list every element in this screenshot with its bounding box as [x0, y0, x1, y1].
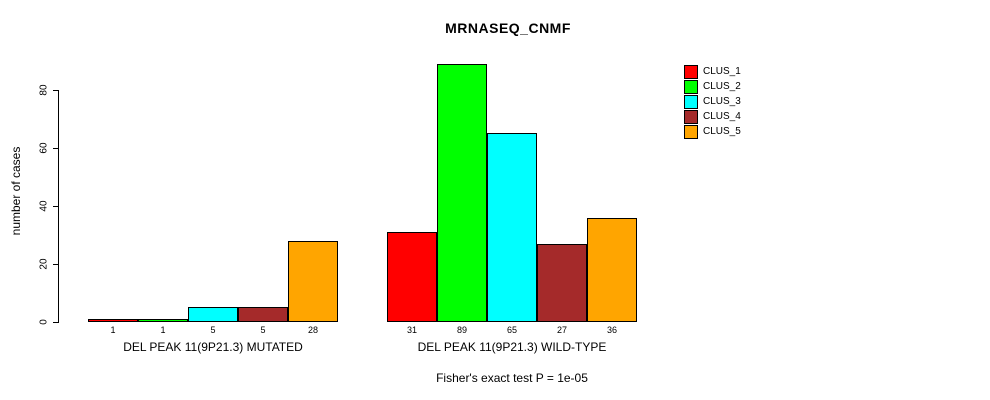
bar-clus_3-group1: [188, 307, 238, 322]
bar-value-label: 1: [110, 325, 116, 335]
y-axis-tick: [53, 90, 58, 91]
x-axis-group-label: DEL PEAK 11(9P21.3) MUTATED: [123, 340, 303, 354]
legend-item-clus_4: CLUS_4: [684, 109, 741, 124]
bar-value-label: 28: [307, 325, 319, 335]
bar-value-label: 27: [556, 325, 568, 335]
y-axis-tick-label: 80: [38, 84, 50, 96]
bar-value-label: 65: [506, 325, 518, 335]
y-axis-tick: [53, 322, 58, 323]
y-axis-tick: [53, 148, 58, 149]
y-axis-tick: [53, 206, 58, 207]
legend: CLUS_1 CLUS_2 CLUS_3 CLUS_4 CLUS_5: [684, 64, 741, 140]
legend-label: CLUS_2: [703, 81, 741, 92]
x-axis-group-label: DEL PEAK 11(9P21.3) WILD-TYPE: [417, 340, 607, 354]
bar-clus_5-group1: [288, 241, 338, 322]
bar-value-label: 31: [406, 325, 418, 335]
bar-value-label: 5: [260, 325, 266, 335]
legend-item-clus_1: CLUS_1: [684, 64, 741, 79]
legend-swatch: [684, 64, 698, 79]
bar-value-label: 1: [160, 325, 166, 335]
bar-clus_4-group2: [537, 244, 587, 322]
y-axis-line: [58, 90, 59, 323]
bar-value-label: 36: [606, 325, 618, 335]
legend-item-clus_5: CLUS_5: [684, 124, 741, 139]
legend-label: CLUS_1: [703, 66, 741, 77]
legend-swatch: [684, 94, 698, 109]
legend-swatch: [684, 109, 698, 124]
y-axis-tick-label: 20: [38, 258, 50, 270]
y-axis-tick-label: 60: [38, 142, 50, 154]
legend-swatch: [684, 79, 698, 94]
bar-clus_1-group2: [387, 232, 437, 322]
bar-clus_1-group1: [88, 319, 138, 322]
legend-label: CLUS_4: [703, 111, 741, 122]
chart-title: MRNASEQ_CNMF: [445, 20, 571, 36]
y-axis-tick: [53, 264, 58, 265]
bar-value-label: 89: [456, 325, 468, 335]
bar-clus_2-group1: [138, 319, 188, 322]
legend-item-clus_2: CLUS_2: [684, 79, 741, 94]
bar-value-label: 5: [210, 325, 216, 335]
fisher-test-annotation: Fisher's exact test P = 1e-05: [436, 371, 588, 385]
bar-clus_5-group2: [587, 218, 637, 322]
y-axis-tick-label: 0: [38, 319, 50, 325]
bar-clus_4-group1: [238, 307, 288, 322]
y-axis-tick-label: 40: [38, 200, 50, 212]
bar-clus_2-group2: [437, 64, 487, 322]
bar-clus_3-group2: [487, 133, 537, 322]
legend-item-clus_3: CLUS_3: [684, 94, 741, 109]
y-axis-label: number of cases: [9, 146, 23, 236]
legend-swatch: [684, 124, 698, 139]
legend-label: CLUS_5: [703, 126, 741, 137]
legend-label: CLUS_3: [703, 96, 741, 107]
